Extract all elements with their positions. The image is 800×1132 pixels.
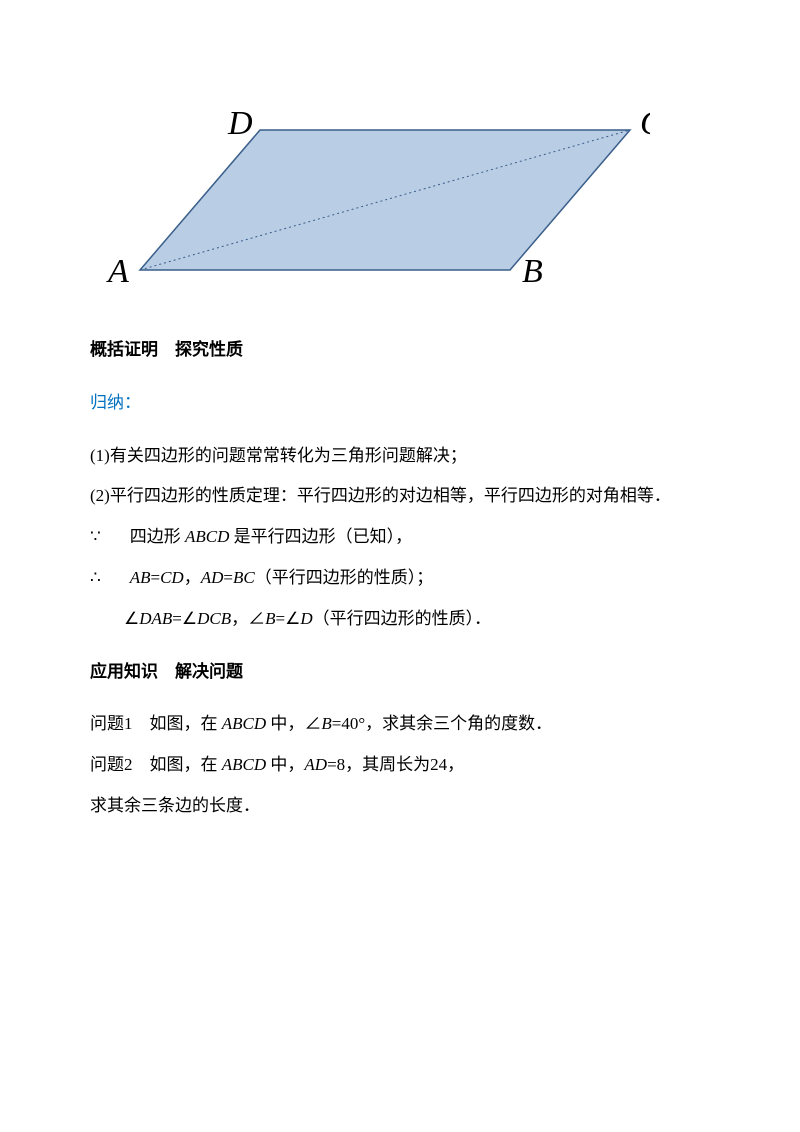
since-symbol: ∵	[90, 527, 101, 546]
angle-b: B	[265, 609, 275, 628]
txt: （平行四边形的性质）．	[313, 609, 492, 628]
eq: =	[151, 568, 161, 587]
angle-sym: ∠	[304, 714, 321, 733]
para-conclusion-angles: ∠DAB=∠DCB，∠B=∠D（平行四边形的性质）．	[90, 599, 710, 640]
angle-sym: ∠	[285, 609, 300, 628]
question-2-line1: 问题2 如图，在 ABCD 中，AD=8，其周长为24，	[90, 745, 710, 786]
txt: =40°，求其余三个角的度数．	[332, 714, 552, 733]
angle-sym: ∠	[182, 609, 197, 628]
txt: 问题1 如图，在	[90, 714, 218, 733]
question-2-line2: 求其余三条边的长度．	[90, 786, 710, 827]
parallelogram-diagram: A B C D	[90, 100, 710, 300]
comma: ，	[184, 568, 201, 587]
section-heading-2: 应用知识 解决问题	[90, 652, 710, 693]
eq: =	[223, 568, 233, 587]
txt: （平行四边形的性质）；	[255, 568, 434, 587]
angle-d: D	[300, 609, 312, 628]
txt: 是平行四边形（已知），	[234, 527, 413, 546]
side-ab: AB	[130, 568, 151, 587]
sub-heading-summary: 归纳：	[90, 383, 710, 424]
para-1: (1)有关四边形的问题常常转化为三角形问题解决；	[90, 436, 710, 477]
svg-text:B: B	[522, 253, 543, 290]
txt: =8，其周长为24，	[327, 755, 464, 774]
angle-sym: ∠	[248, 609, 265, 628]
txt: 中，	[270, 714, 304, 733]
para-conclusion-sides: ∴ AB=CD，AD=BC（平行四边形的性质）；	[90, 558, 710, 599]
svg-text:D: D	[227, 105, 253, 142]
angle-dcb: DCB	[197, 609, 231, 628]
parallelogram-svg: A B C D	[90, 100, 650, 300]
para-2: (2)平行四边形的性质定理：平行四边形的对边相等，平行四边形的对角相等．	[90, 476, 710, 517]
para-given: ∵ 四边形 ABCD 是平行四边形（已知），	[90, 517, 710, 558]
txt: 四边形	[130, 527, 181, 546]
side-ad: AD	[201, 568, 224, 587]
angle-b: B	[321, 714, 331, 733]
angle-dab: DAB	[139, 609, 172, 628]
svg-text:A: A	[106, 253, 129, 290]
side-ad: AD	[304, 755, 327, 774]
section-heading-1: 概括证明 探究性质	[90, 330, 710, 371]
therefore-symbol: ∴	[90, 568, 101, 587]
eq: =	[172, 609, 182, 628]
txt: 中，	[270, 755, 304, 774]
side-bc: BC	[233, 568, 255, 587]
question-1: 问题1 如图，在 ABCD 中，∠B=40°，求其余三个角的度数．	[90, 704, 710, 745]
abcd-label: ABCD	[222, 755, 266, 774]
abcd-label: ABCD	[222, 714, 266, 733]
document-page: ABCD 概括证明 探究性质 归纳： (1)有关四边形的问题常常转化为三角形问题…	[0, 0, 800, 887]
eq: =	[276, 609, 286, 628]
abcd-label: ABCD	[185, 527, 229, 546]
angle-sym: ∠	[124, 609, 139, 628]
comma: ，	[231, 609, 248, 628]
svg-text:C: C	[640, 105, 650, 142]
side-cd: CD	[160, 568, 184, 587]
txt: 问题2 如图，在	[90, 755, 218, 774]
